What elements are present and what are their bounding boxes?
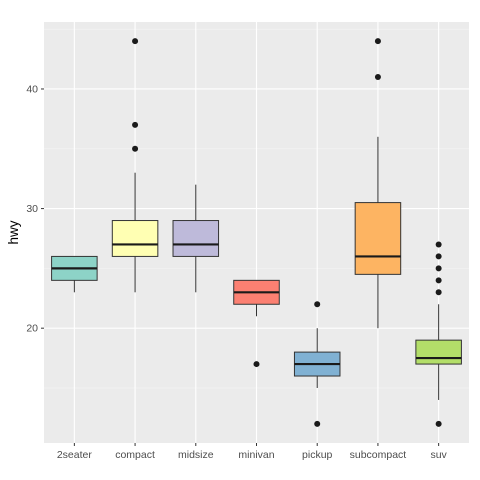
outlier-point [253,361,260,368]
outlier-point [132,121,139,128]
outlier-point [314,301,321,308]
y-axis: 20 30 40 [26,83,44,335]
box-pickup [293,301,341,427]
box-iqr [111,220,159,257]
box-iqr [415,339,462,365]
x-tick-label: compact [115,449,155,461]
y-axis-title: hwy [6,220,21,244]
box-suv [415,241,462,427]
x-tick-label: minivan [238,449,274,461]
outlier-point [132,38,139,45]
outlier-point [435,289,442,296]
box-iqr [172,220,220,257]
y-tick-label: 20 [26,323,38,335]
outlier-point [435,241,442,248]
outlier-point [435,420,442,427]
box-midsize [172,184,220,293]
y-tick-label: 30 [26,203,38,215]
outlier-point [435,265,442,272]
box-2seater [51,255,98,293]
x-tick-label: pickup [302,449,333,461]
box-minivan [233,279,280,368]
outlier-point [132,145,139,152]
x-axis: 2seater compact midsize minivan pickup subcom… [57,443,448,461]
x-tick-label: suv [430,449,447,461]
x-tick-label: 2seater [57,449,93,461]
x-tick-label: midsize [178,449,214,461]
outlier-point [374,74,381,81]
outlier-point [374,38,381,45]
y-tick-label: 40 [26,83,38,95]
box-compact [111,38,159,293]
box-iqr [354,202,402,275]
major-gridlines [44,22,469,443]
outlier-point [435,253,442,260]
box-subcompact [354,38,402,329]
outlier-point [435,277,442,284]
boxes [51,38,462,427]
x-tick-label: subcompact [350,449,407,461]
outlier-point [314,420,321,427]
